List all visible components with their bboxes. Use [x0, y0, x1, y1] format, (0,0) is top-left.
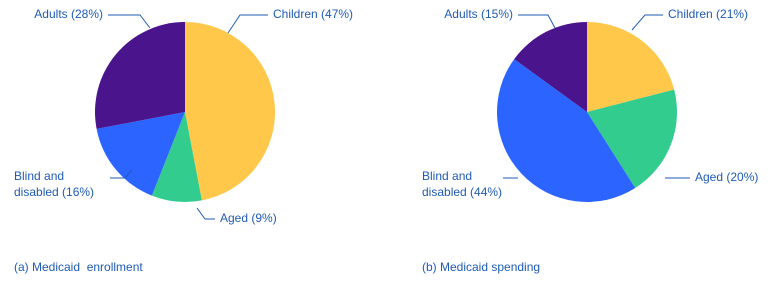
- pie-slice: [587, 22, 675, 112]
- pie-slice: [497, 59, 636, 203]
- chart-title: (b) Medicaid spending: [422, 260, 540, 274]
- slice-label: Aged (9%): [220, 211, 277, 225]
- leader-line: [631, 14, 663, 31]
- pie-slice: [587, 89, 678, 188]
- leader-line: [227, 14, 268, 34]
- slice-label: Aged (20%): [695, 170, 758, 184]
- slice-label: Children (47%): [273, 7, 353, 21]
- chart-title: (a) Medicaid enrollment: [14, 260, 143, 274]
- leader-line: [196, 207, 215, 220]
- pie-slice: [95, 22, 185, 129]
- slice-label: disabled (44%): [422, 185, 502, 199]
- slice-label: Adults (15%): [444, 7, 513, 21]
- leader-line: [110, 169, 133, 179]
- pie-slice: [185, 22, 276, 201]
- slice-label: Children (21%): [668, 7, 748, 21]
- pie-slice: [96, 112, 185, 196]
- leader-line: [108, 14, 151, 29]
- leader-line: [518, 14, 556, 29]
- slice-label: disabled (16%): [14, 185, 94, 199]
- pie-slice: [151, 112, 202, 203]
- pie-slice: [514, 21, 587, 112]
- slice-label: Blind and: [422, 169, 472, 183]
- slice-label: Adults (28%): [34, 7, 103, 21]
- slice-label: Blind and: [14, 169, 64, 183]
